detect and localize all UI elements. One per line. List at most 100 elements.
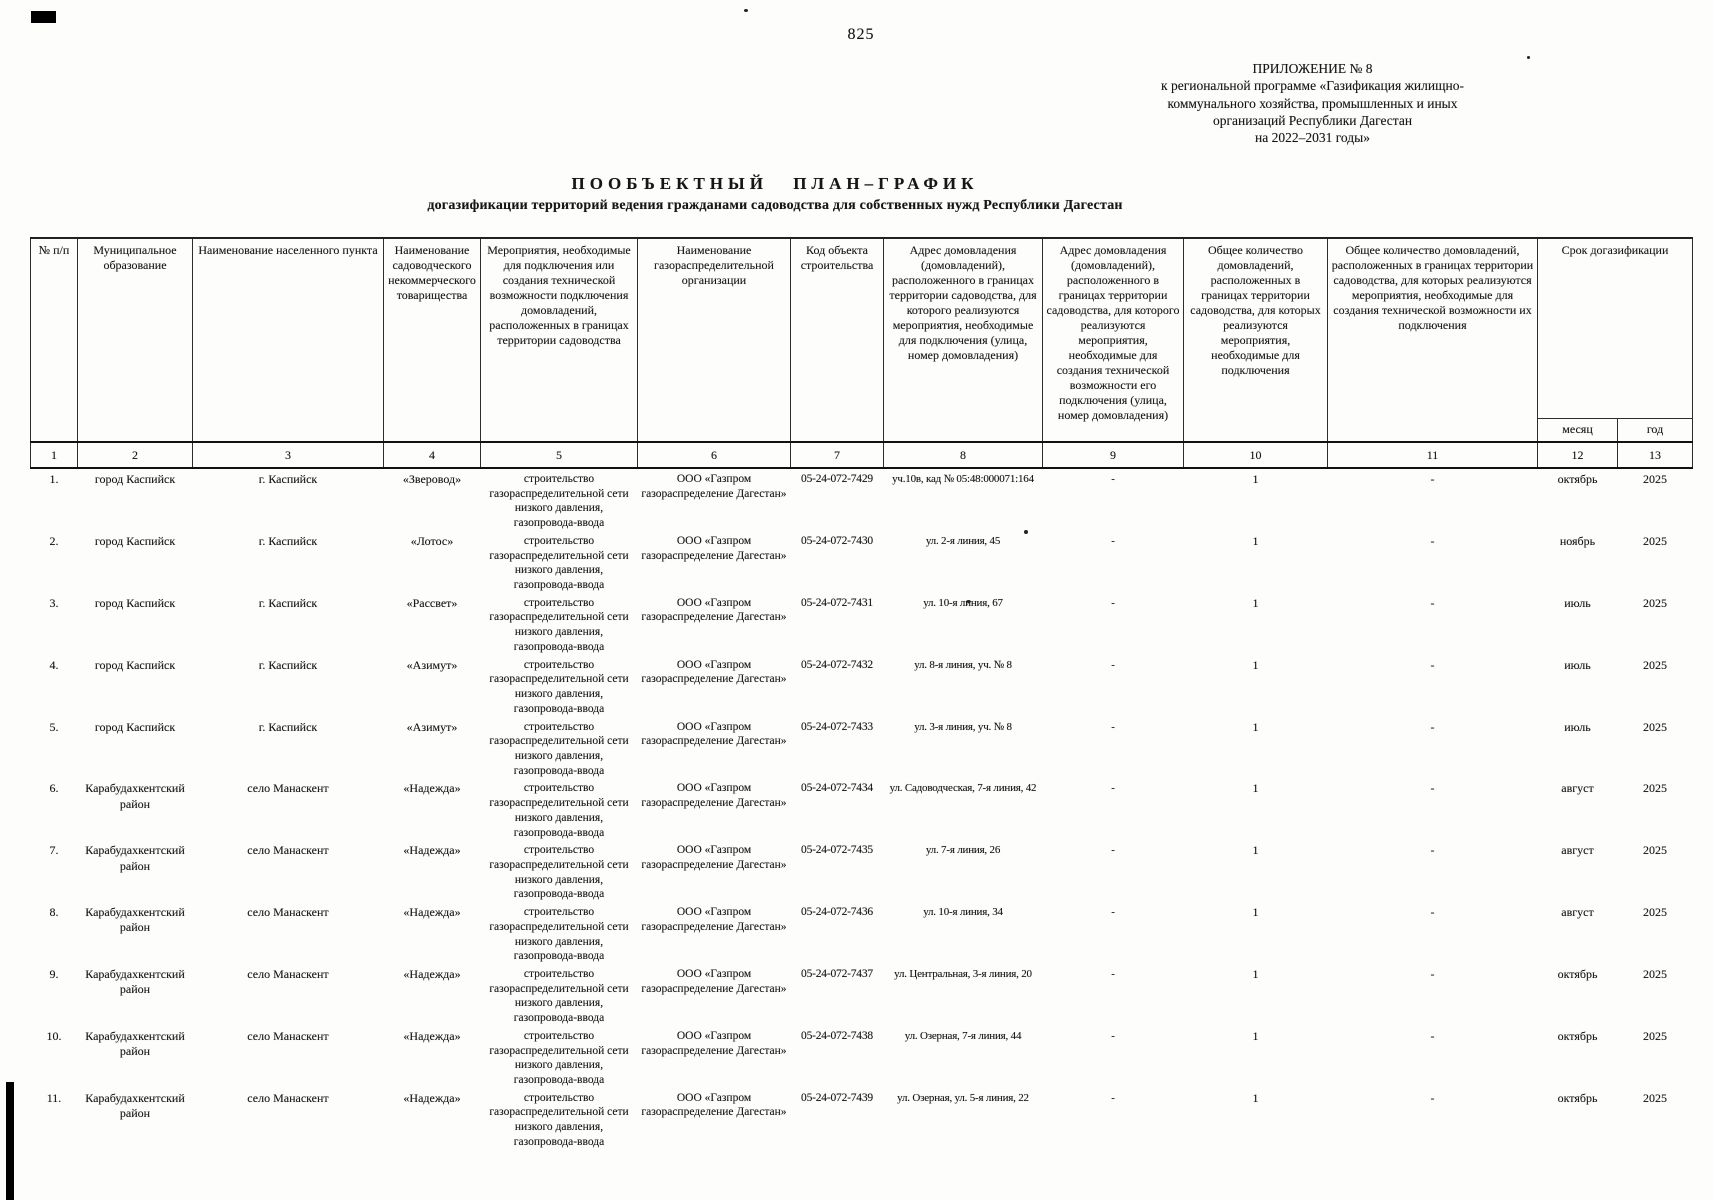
cell-count-technical: - — [1430, 533, 1435, 548]
table-row: 10. Карабудахкентский район село Манаскент… — [31, 1026, 1693, 1088]
cell-municipality: город Каспийск — [94, 719, 176, 734]
header-cell-org: Наименование газораспределительной орган… — [637, 237, 791, 443]
cell-code: 05-24-072-7430 — [801, 534, 873, 547]
cell-snt: «Надежда» — [403, 1028, 461, 1043]
table-row: 5. город Каспийск г. Каспийск «Азимут» строи… — [31, 717, 1693, 779]
cell-org: ООО «Газпром газораспределение Дагестан» — [641, 596, 787, 624]
subheader-cell-month: месяц — [1537, 417, 1618, 443]
cell-measures: строительство газораспределительной сети… — [489, 720, 629, 777]
cell-snt: «Надежда» — [403, 843, 461, 858]
document-subtitle: догазификации территорий ведения граждан… — [427, 198, 1123, 213]
subheader-cell-year: год — [1616, 417, 1694, 443]
cell-count-connection: 1 — [1252, 533, 1259, 548]
cell-municipality: город Каспийск — [94, 595, 176, 610]
cell-year: 2025 — [1643, 781, 1667, 796]
header-cell-measures: Мероприятия, необходимые для подключения… — [480, 237, 638, 443]
cell-code: 05-24-072-7429 — [801, 473, 873, 485]
header-cell-address-connection: Адрес домовладения (домовладений), распо… — [883, 237, 1043, 443]
table-header: № п/п Муниципальное образование Наименов… — [30, 237, 1694, 469]
cell-municipality: город Каспийск — [94, 533, 176, 548]
cell-address-technical: - — [1111, 1029, 1115, 1042]
cell-count-technical: - — [1430, 843, 1435, 858]
cell-snt: «Зверовод» — [402, 472, 462, 486]
plan-table: № п/п Муниципальное образование Наименов… — [30, 237, 1694, 1150]
cell-snt: «Азимут» — [406, 719, 458, 734]
column-number: 7 — [790, 441, 884, 469]
cell-measures: строительство газораспределительной сети… — [489, 782, 629, 839]
cell-num: 11. — [46, 1090, 62, 1105]
cell-municipality: Карабудахкентский район — [85, 781, 185, 811]
scan-artifact — [1527, 56, 1530, 59]
cell-address-connection: ул. 7-я линия, 26 — [925, 844, 1001, 857]
cell-num: 10. — [46, 1028, 62, 1043]
cell-num: 5. — [49, 719, 59, 734]
cell-code: 05-24-072-7435 — [801, 844, 873, 857]
cell-address-connection: ул. Садоводческая, 7-я линия, 42 — [889, 782, 1037, 795]
cell-municipality: Карабудахкентский район — [85, 843, 185, 873]
table-row: 9. Карабудахкентский район село Манаскент «… — [31, 964, 1693, 1026]
cell-year: 2025 — [1643, 905, 1667, 920]
cell-count-technical: - — [1430, 472, 1435, 486]
cell-month: октябрь — [1557, 967, 1598, 981]
table-row: 8. Карабудахкентский район село Манаскент «… — [31, 902, 1693, 964]
cell-settlement: г. Каспийск — [258, 595, 318, 610]
cell-num: 6. — [49, 781, 59, 796]
cell-measures: строительство газораспределительной сети… — [489, 658, 629, 715]
cell-address-connection: ул. 3-я линия, уч. № 8 — [914, 720, 1012, 733]
scan-artifact — [966, 600, 971, 603]
cell-measures: строительство газораспределительной сети… — [489, 906, 629, 963]
cell-address-technical: - — [1111, 720, 1115, 733]
cell-count-connection: 1 — [1252, 967, 1259, 981]
cell-settlement: село Манаскент — [247, 1090, 329, 1105]
cell-address-technical: - — [1111, 596, 1115, 609]
cell-count-connection: 1 — [1252, 905, 1259, 920]
cell-code: 05-24-072-7432 — [801, 658, 873, 671]
cell-address-technical: - — [1111, 473, 1115, 485]
cell-month: август — [1561, 905, 1594, 920]
appendix-line: организаций Республики Дагестан — [1212, 112, 1413, 128]
cell-address-connection: ул. 2-я линия, 45 — [925, 534, 1001, 547]
cell-year: 2025 — [1643, 657, 1667, 672]
cell-num: 9. — [49, 967, 59, 981]
appendix-line: коммунального хозяйства, промышленных и … — [1167, 95, 1458, 111]
cell-settlement: г. Каспийск — [258, 719, 318, 734]
column-numbers-row: 1 2 3 4 5 6 7 8 9 10 11 12 13 — [30, 441, 1694, 469]
header-cell-count-connection: Общее количество домовладений, расположе… — [1183, 237, 1328, 443]
cell-org: ООО «Газпром газораспределение Дагестан» — [641, 534, 787, 562]
column-number: 2 — [77, 441, 193, 469]
table-row: 4. город Каспийск г. Каспийск «Азимут» строи… — [31, 655, 1693, 717]
cell-snt: «Рассвет» — [406, 595, 458, 610]
cell-snt: «Лотос» — [410, 533, 454, 548]
cell-snt: «Надежда» — [403, 905, 461, 920]
appendix-line: к региональной программе «Газификация жи… — [1161, 78, 1464, 94]
scan-artifact — [1024, 530, 1028, 534]
cell-year: 2025 — [1643, 719, 1667, 734]
header-cell-municipality: Муниципальное образование — [77, 237, 193, 443]
cell-snt: «Азимут» — [406, 657, 458, 672]
cell-org: ООО «Газпром газораспределение Дагестан» — [641, 782, 787, 810]
cell-month: август — [1561, 843, 1594, 858]
cell-code: 05-24-072-7439 — [801, 1091, 873, 1104]
cell-address-technical: - — [1111, 844, 1115, 857]
cell-org: ООО «Газпром газораспределение Дагестан» — [641, 1029, 787, 1057]
cell-measures: строительство газораспределительной сети… — [489, 1029, 629, 1087]
cell-count-connection: 1 — [1252, 719, 1259, 734]
column-number: 10 — [1183, 441, 1328, 469]
cell-address-connection: ул. 10-я линия, 67 — [923, 596, 1003, 609]
cell-org: ООО «Газпром газораспределение Дагестан» — [641, 1091, 787, 1119]
page-number: 825 — [847, 26, 875, 43]
cell-count-connection: 1 — [1252, 781, 1259, 796]
cell-year: 2025 — [1643, 1028, 1667, 1043]
column-number: 4 — [383, 441, 481, 469]
cell-code: 05-24-072-7433 — [801, 720, 873, 733]
cell-count-connection: 1 — [1252, 1090, 1259, 1105]
cell-measures: строительство газораспределительной сети… — [489, 844, 629, 901]
cell-count-technical: - — [1430, 595, 1435, 610]
cell-num: 4. — [49, 657, 59, 672]
cell-snt: «Надежда» — [403, 967, 461, 981]
cell-count-technical: - — [1430, 1028, 1435, 1043]
cell-org: ООО «Газпром газораспределение Дагестан» — [641, 906, 787, 933]
cell-count-connection: 1 — [1252, 843, 1259, 858]
document-heading: ПООБЪЕКТНЫЙ ПЛАН–ГРАФИК догазификации те… — [30, 174, 1520, 214]
